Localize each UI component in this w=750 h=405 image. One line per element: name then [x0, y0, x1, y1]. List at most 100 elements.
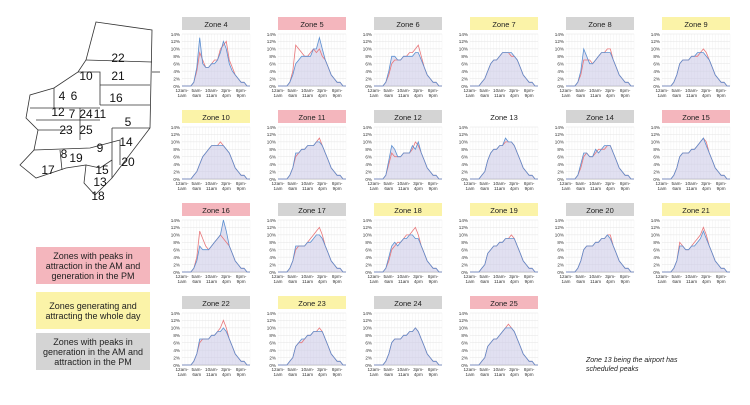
y-tick-label: 14%: [171, 125, 180, 130]
x-tick-label: 3pm-4pm: [221, 88, 232, 98]
y-tick-label: 6%: [269, 248, 276, 253]
x-tick-label: 3pm-4pm: [317, 88, 328, 98]
x-tick-label: 10am-11am: [397, 181, 410, 191]
zone-title-box: [470, 17, 538, 30]
y-tick-label: 6%: [365, 341, 372, 346]
x-tick-label: 3pm-4pm: [605, 181, 616, 191]
x-tick-label: 3pm-4pm: [413, 181, 424, 191]
zone-chart: Zone 14 0% 2% 4% 6% 8% 10% 12% 14% 12am-1am 5am-6a…: [555, 110, 635, 191]
zone-title: Zone 20: [586, 206, 614, 215]
x-tick-label: 5am-6am: [192, 274, 203, 284]
map-zone-label: 24: [79, 107, 93, 121]
x-tick-label: 3pm-4pm: [413, 274, 424, 284]
y-tick-label: 4%: [557, 162, 564, 167]
x-tick-label: 5am-6am: [384, 88, 395, 98]
y-tick-label: 6%: [365, 62, 372, 67]
zone-chart: Zone 6 0% 2% 4% 6% 8% 10% 12% 14% 12am-1am 5am-6am…: [363, 17, 443, 98]
x-tick-label: 10am-11am: [397, 274, 410, 284]
map-zone-label: 18: [91, 189, 105, 203]
x-tick-label: 10am-11am: [589, 181, 602, 191]
zone-chart: Zone 25 0% 2% 4% 6% 8% 10% 12% 14% 12am-1am 5am-6a…: [459, 296, 539, 377]
zone-title-box: [470, 203, 538, 216]
y-tick-label: 4%: [269, 255, 276, 260]
x-tick-label: 8pm-9pm: [332, 367, 343, 377]
series-area: [470, 238, 538, 272]
y-tick-label: 14%: [459, 311, 468, 316]
y-tick-label: 8%: [173, 147, 180, 152]
y-tick-label: 12%: [267, 225, 276, 230]
series-area: [278, 37, 346, 86]
y-tick-label: 8%: [173, 240, 180, 245]
map-zone-label: 5: [125, 115, 132, 129]
zone-title: Zone 10: [202, 113, 230, 122]
y-tick-label: 4%: [365, 255, 372, 260]
y-tick-label: 0%: [269, 270, 276, 275]
series-line-blue: [278, 36, 346, 87]
zone-title-box: [182, 296, 250, 309]
zone-title: Zone 24: [394, 299, 422, 308]
y-tick-label: 2%: [269, 355, 276, 360]
y-tick-label: 8%: [461, 333, 468, 338]
zone-title: Zone 18: [394, 206, 422, 215]
x-tick-label: 5am-6am: [480, 181, 491, 191]
series-line-blue: [662, 230, 730, 273]
y-tick-label: 6%: [173, 155, 180, 160]
y-tick-label: 10%: [555, 47, 564, 52]
x-tick-label: 3pm-4pm: [413, 367, 424, 377]
series-area: [278, 331, 346, 365]
x-tick-label: 10am-11am: [493, 88, 506, 98]
series-area: [374, 234, 442, 272]
y-tick-label: 8%: [653, 240, 660, 245]
y-tick-label: 10%: [651, 47, 660, 52]
y-tick-label: 2%: [365, 262, 372, 267]
zone-chart: Zone 16 0% 2% 4% 6% 8% 10% 12% 14% 12am-1am 5am-6a…: [171, 203, 251, 284]
zone-title: Zone 11: [299, 113, 326, 122]
x-tick-label: 12am-1am: [655, 88, 668, 98]
zone-chart: Zone 21 0% 2% 4% 6% 8% 10% 12% 14% 12am-1am 5am-6a…: [651, 203, 731, 284]
map-zone-label: 7: [69, 107, 76, 121]
zone-title-box: [278, 203, 346, 216]
y-tick-label: 8%: [653, 54, 660, 59]
x-tick-label: 8pm-9pm: [428, 88, 439, 98]
y-tick-label: 6%: [365, 155, 372, 160]
y-tick-label: 6%: [173, 341, 180, 346]
y-tick-label: 12%: [459, 318, 468, 323]
y-tick-label: 10%: [171, 326, 180, 331]
y-tick-label: 2%: [461, 76, 468, 81]
map-zone-label: 8: [61, 147, 68, 161]
legend-red-am-attraction: Zones with peaks in attraction in the AM…: [36, 247, 150, 284]
map-zone-label: 11: [94, 107, 107, 121]
x-tick-label: 12am-1am: [559, 181, 572, 191]
x-tick-label: 3pm-4pm: [221, 367, 232, 377]
zone-chart: Zone 5 0% 2% 4% 6% 8% 10% 12% 14% 12am-1am 5am-6am…: [267, 17, 347, 98]
y-tick-label: 14%: [363, 311, 372, 316]
x-tick-label: 8pm-9pm: [236, 274, 247, 284]
x-tick-label: 5am-6am: [576, 274, 587, 284]
series-area: [470, 52, 538, 86]
y-tick-label: 10%: [267, 326, 276, 331]
series-area: [662, 231, 730, 272]
x-tick-label: 3pm-4pm: [509, 274, 520, 284]
x-tick-label: 5am-6am: [480, 367, 491, 377]
x-tick-label: 5am-6am: [288, 274, 299, 284]
x-tick-label: 10am-11am: [205, 367, 218, 377]
y-tick-label: 2%: [461, 262, 468, 267]
y-tick-label: 8%: [461, 54, 468, 59]
y-tick-label: 2%: [557, 169, 564, 174]
y-tick-label: 8%: [269, 147, 276, 152]
zone-chart: Zone 24 0% 2% 4% 6% 8% 10% 12% 14% 12am-1am 5am-6a…: [363, 296, 443, 377]
map-zone-label: 12: [51, 105, 65, 119]
x-tick-label: 3pm-4pm: [509, 181, 520, 191]
x-tick-label: 5am-6am: [384, 181, 395, 191]
x-tick-label: 8pm-9pm: [332, 181, 343, 191]
x-tick-label: 5am-6am: [480, 274, 491, 284]
x-tick-label: 3pm-4pm: [605, 88, 616, 98]
zone-title: Zone 25: [490, 299, 518, 308]
x-tick-label: 3pm-4pm: [413, 88, 424, 98]
y-tick-label: 2%: [557, 76, 564, 81]
y-tick-label: 2%: [653, 262, 660, 267]
series-area: [182, 145, 250, 179]
x-tick-label: 12am-1am: [175, 181, 188, 191]
y-tick-label: 12%: [555, 132, 564, 137]
